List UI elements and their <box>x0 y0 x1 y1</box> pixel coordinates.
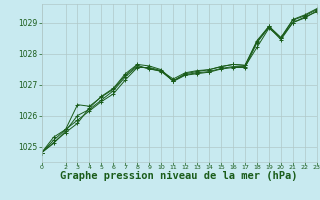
X-axis label: Graphe pression niveau de la mer (hPa): Graphe pression niveau de la mer (hPa) <box>60 171 298 181</box>
